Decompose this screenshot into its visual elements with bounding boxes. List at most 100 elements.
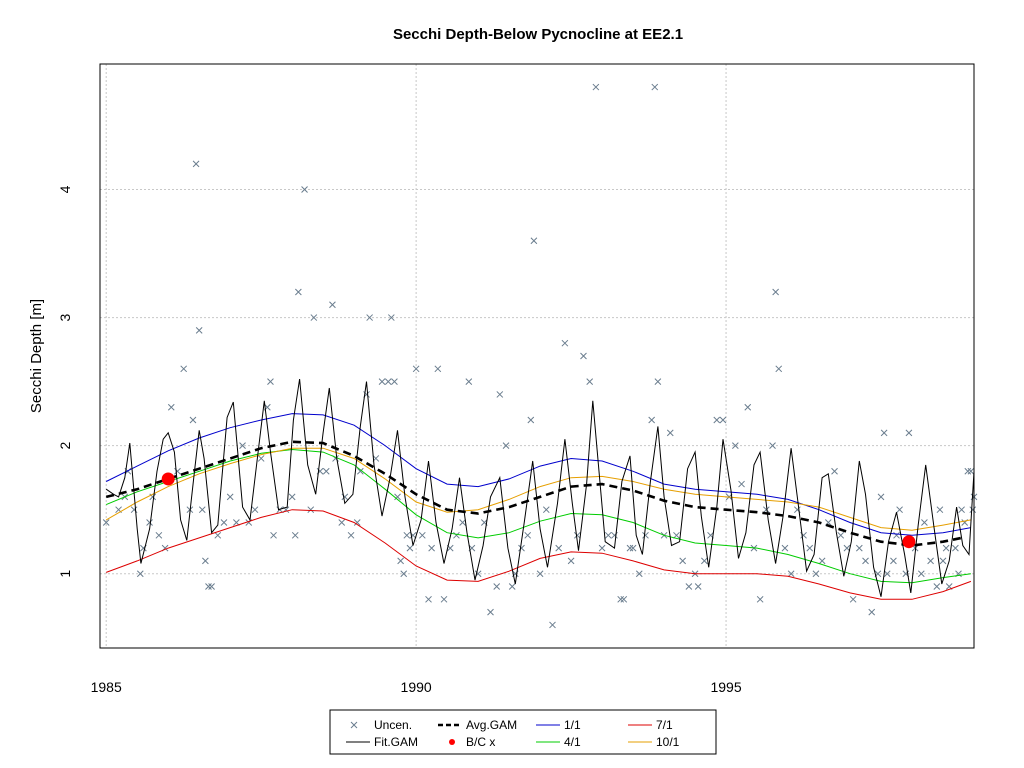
observation-point <box>666 429 674 437</box>
observation-point <box>812 570 820 578</box>
series-line-s7 <box>106 509 972 600</box>
observation-point <box>251 506 259 514</box>
observation-point <box>146 519 153 526</box>
observation-point <box>880 429 888 437</box>
observation-point <box>239 442 246 450</box>
observation-point <box>648 416 656 424</box>
observation-point <box>673 531 680 539</box>
observation-point <box>905 429 913 437</box>
legend-item-bc: B/C x <box>449 735 495 749</box>
y-axis-label: Secchi Depth [m] <box>28 299 45 413</box>
observation-point <box>561 339 569 347</box>
observation-point <box>635 570 643 578</box>
legend-label: 7/1 <box>656 718 673 732</box>
observation-point <box>629 544 637 552</box>
observation-point <box>536 570 544 578</box>
observation-point <box>567 557 575 565</box>
observation-point <box>604 531 612 539</box>
observation-point <box>288 493 296 501</box>
observation-point <box>933 583 941 590</box>
observation-point <box>969 506 977 514</box>
observation-point <box>195 327 203 334</box>
legend-label: B/C x <box>466 735 495 749</box>
observation-point <box>453 531 460 539</box>
observation-point <box>942 544 950 552</box>
observation-point <box>487 608 494 616</box>
observation-point <box>384 378 392 385</box>
observation-point <box>598 544 606 552</box>
observation-point <box>679 557 687 565</box>
x-tick-label: 1990 <box>401 679 432 695</box>
observation-point <box>787 570 795 578</box>
observation-point <box>400 570 408 578</box>
legend-item-s4: 4/1 <box>536 735 581 749</box>
observation-point <box>849 595 857 603</box>
observation-point <box>378 378 386 385</box>
observation-point <box>174 467 181 475</box>
observation-point <box>425 595 432 603</box>
observation-point <box>434 365 442 373</box>
observation-point <box>493 583 501 590</box>
observation-point <box>518 544 525 552</box>
y-tick-label: 4 <box>57 185 73 193</box>
observation-point <box>738 480 745 488</box>
observation-point <box>189 416 197 424</box>
legend: Uncen. Avg.GAM 1/1 7/1 Fit.GAM B/C x 4/1 10/1 <box>329 709 717 755</box>
series-line-s1 <box>105 413 971 536</box>
observation-point <box>617 595 625 603</box>
legend-item-s1: 1/1 <box>536 718 581 732</box>
observation-point <box>542 506 550 514</box>
observation-point <box>412 365 420 373</box>
observation-point <box>403 531 411 539</box>
observation-point <box>694 583 702 590</box>
observation-point <box>220 519 228 526</box>
observation-point <box>837 531 845 539</box>
y-tick-label: 3 <box>57 313 73 321</box>
avg-gam-line <box>105 440 962 547</box>
legend-label: 4/1 <box>564 735 581 749</box>
observation-point <box>267 378 274 385</box>
observation-point <box>502 442 510 450</box>
observation-point <box>896 506 903 514</box>
observation-point <box>781 544 789 552</box>
observation-point <box>418 531 426 539</box>
observation-point <box>214 531 222 539</box>
x-tick-label: 1995 <box>710 679 741 695</box>
observation-point <box>868 608 876 616</box>
observation-point <box>356 467 364 475</box>
fit-gam-line <box>105 379 975 597</box>
observation-point <box>685 583 693 590</box>
bc-point <box>161 472 175 486</box>
observation-point <box>341 493 349 501</box>
legend-label: 1/1 <box>564 718 581 732</box>
observation-point <box>329 301 336 309</box>
observation-point <box>322 467 330 475</box>
observation-point <box>573 531 581 539</box>
observation-point <box>732 442 739 450</box>
observation-point <box>843 544 851 552</box>
observation-point <box>586 378 594 385</box>
observation-point <box>883 570 891 578</box>
observation-point <box>353 519 361 526</box>
observation-point <box>756 595 764 603</box>
legend-item-s7: 7/1 <box>628 718 673 732</box>
plot-frame <box>99 63 975 649</box>
observation-point <box>806 544 814 552</box>
observation-point <box>226 493 234 501</box>
observation-point <box>307 506 315 514</box>
observation-point <box>391 378 398 385</box>
legend-label: 10/1 <box>656 735 680 749</box>
observation-point <box>917 570 925 578</box>
observation-point <box>620 595 628 603</box>
observation-point <box>939 557 947 565</box>
observation-point <box>626 544 634 552</box>
observation-point <box>769 442 776 450</box>
observation-markers <box>102 83 978 629</box>
observation-point <box>893 531 900 539</box>
observation-point <box>855 544 863 552</box>
legend-swatch <box>350 721 358 729</box>
observation-point <box>208 583 215 590</box>
observation-point <box>301 186 308 193</box>
observation-point <box>180 365 188 373</box>
observation-point <box>102 519 110 526</box>
